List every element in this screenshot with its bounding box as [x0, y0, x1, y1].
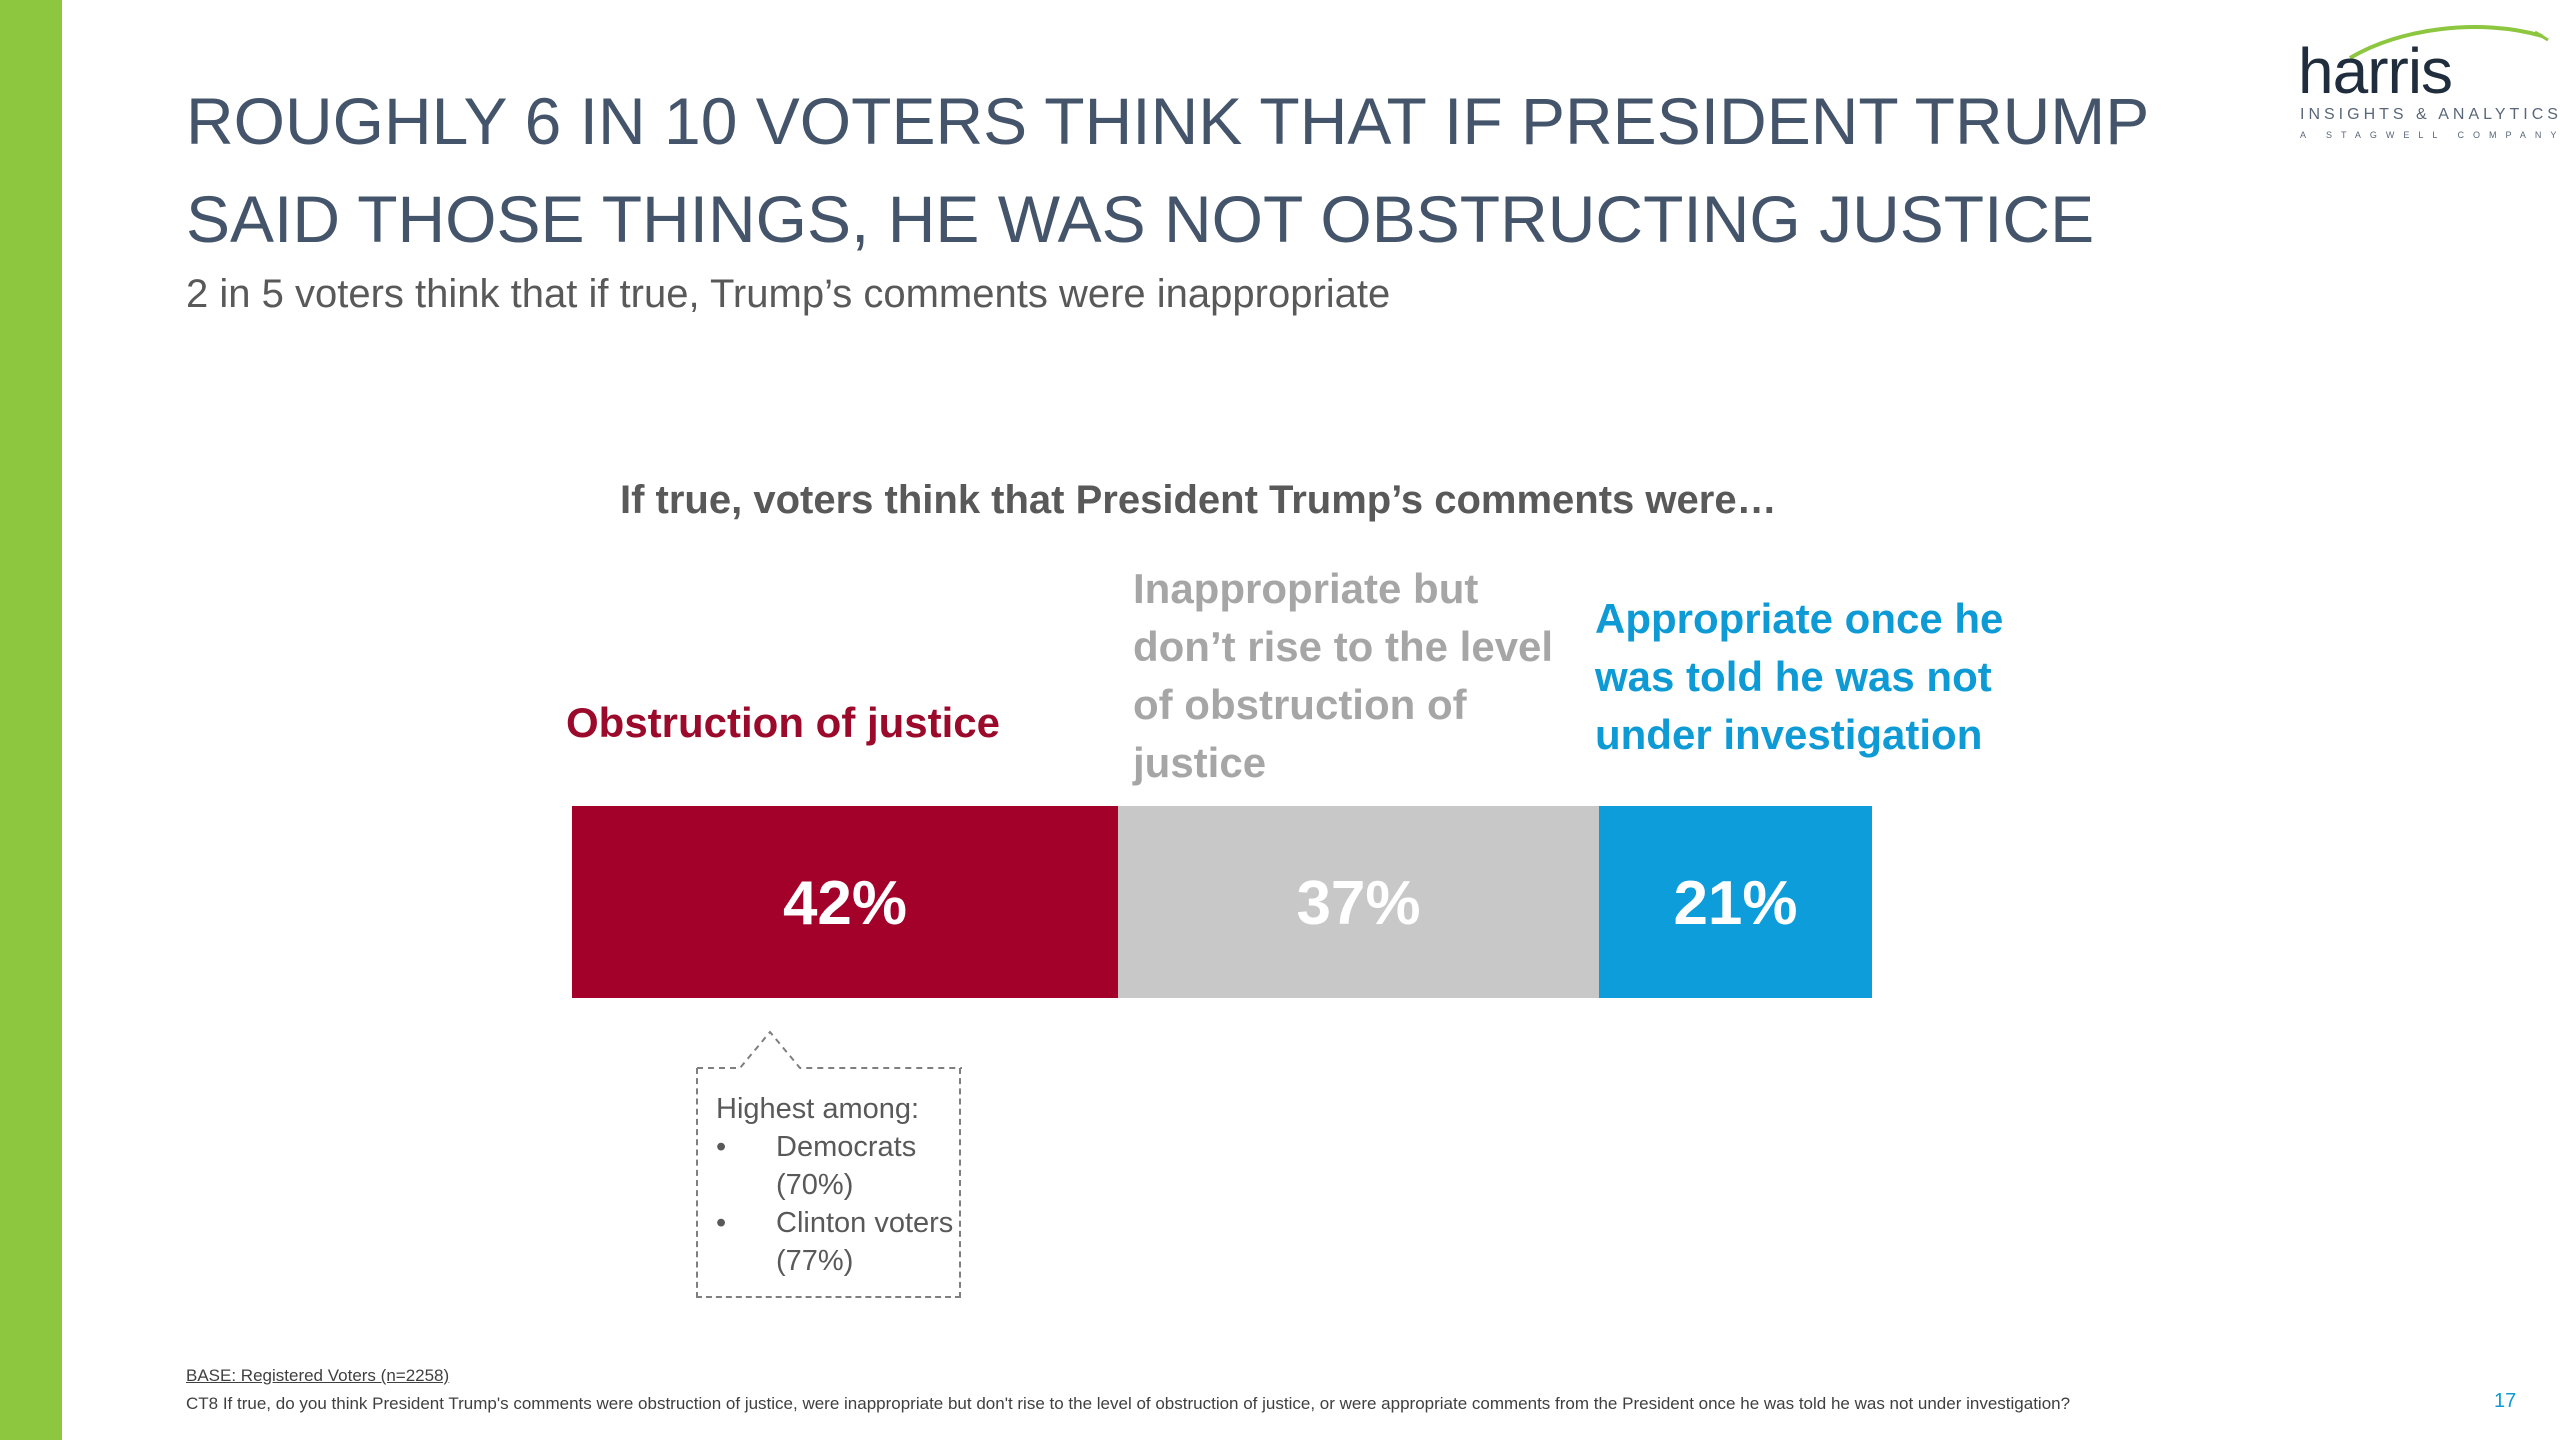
logo-tagline: INSIGHTS & ANALYTICS [2300, 106, 2560, 123]
logo-sub-tagline: A STAGWELL COMPANY [2300, 130, 2560, 140]
bar-segment-inappropriate [1118, 806, 1599, 998]
logo-swoosh-icon [2348, 25, 2549, 60]
callout-item-democrats: Democrats (70%) [716, 1128, 956, 1204]
category-label-appropriate: Appropriate once he was told he was not … [1595, 595, 2004, 758]
bar-value-label-appropriate: 21% [1673, 869, 1797, 938]
bar-value-label-obstruction: 42% [783, 869, 907, 938]
category-label-inappropriate: Inappropriate but don’t rise to the leve… [1133, 565, 1554, 786]
footnote-question: CT8 If true, do you think President Trum… [186, 1394, 2071, 1413]
bar-value-label-inappropriate: 37% [1296, 869, 1420, 938]
bar-group: 42% 37% 21% [572, 806, 1872, 998]
footnote-base: BASE: Registered Voters (n=2258) [186, 1366, 450, 1385]
bar-segment-appropriate [1599, 806, 1872, 998]
callout-item-clinton-voters: Clinton voters (77%) [716, 1204, 956, 1280]
callout-content: Highest among: Democrats (70%) Clinton v… [716, 1090, 956, 1280]
category-label-obstruction: Obstruction of justice [566, 699, 1001, 746]
bar-segment-obstruction [572, 806, 1118, 998]
page-number: 17 [2494, 1390, 2517, 1412]
slide-title: ROUGHLY 6 IN 10 VOTERS THINK THAT IF PRE… [186, 84, 2149, 256]
chart-title: If true, voters think that President Tru… [620, 478, 1777, 522]
callout-list: Democrats (70%) Clinton voters (77%) [716, 1128, 956, 1280]
callout-box [696, 1068, 961, 1298]
slide-subtitle: 2 in 5 voters think that if true, Trump’… [186, 272, 1391, 316]
harris-logo: harris INSIGHTS & ANALYTICS A STAGWELL C… [2280, 18, 2558, 148]
callout-heading: Highest among: [716, 1093, 920, 1125]
callout-pointer [697, 1030, 962, 1069]
accent-side-bar [0, 0, 62, 1440]
logo-wordmark: harris [2298, 35, 2453, 107]
